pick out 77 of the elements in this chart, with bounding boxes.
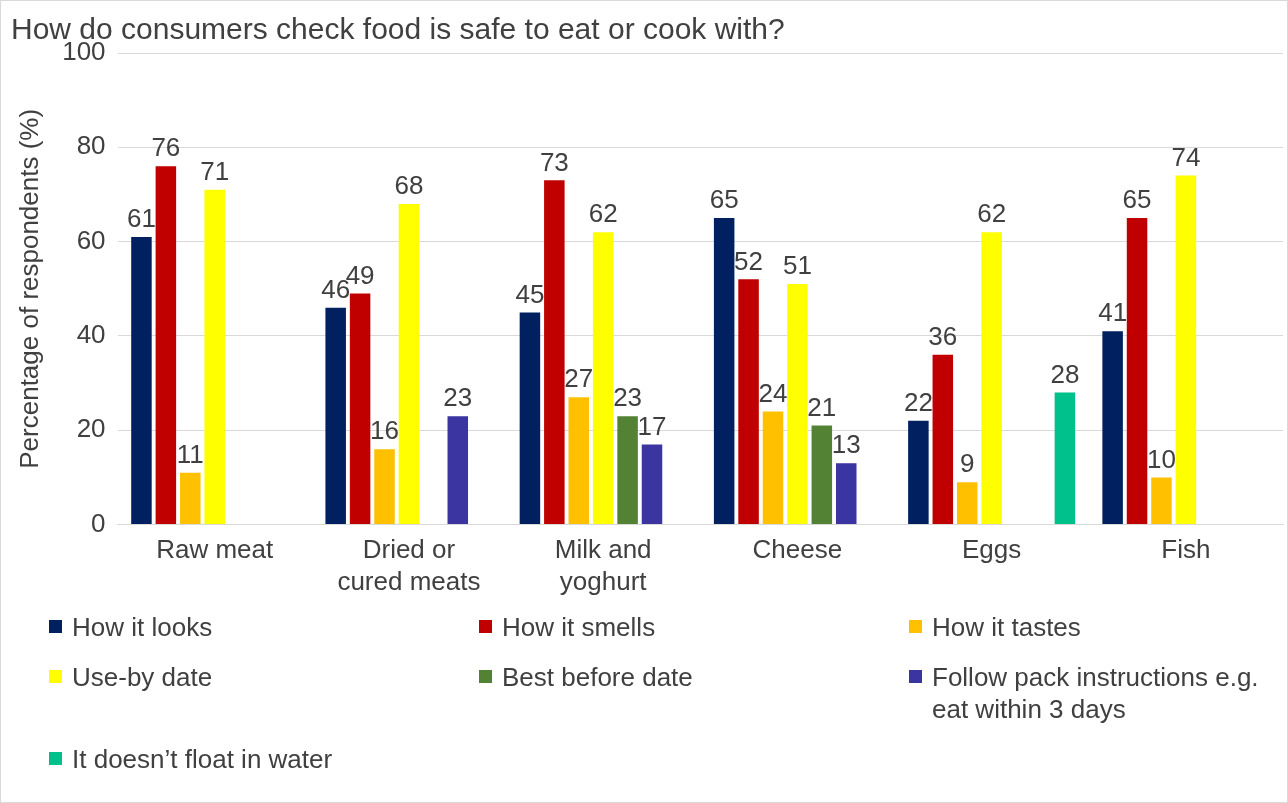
y-tick-label: 80 [76,130,106,161]
x-tick-label: Milk and yoghurt [554,534,652,596]
bar [398,203,420,525]
bar [204,189,225,525]
bar [325,307,346,525]
data-label: 52 [734,245,764,276]
data-label: 27 [564,363,594,394]
data-label: 76 [151,132,181,163]
data-label: 16 [370,415,399,446]
bar [374,449,395,525]
bar [592,232,614,525]
data-label: 11 [176,438,204,469]
data-label: 62 [588,198,618,229]
y-tick-label: 60 [76,224,106,255]
data-label: 36 [928,321,958,351]
bar [131,236,152,525]
x-tick-label: Raw meat [156,534,274,565]
data-label: 41 [1098,297,1128,328]
bar [932,354,954,525]
bar [956,482,978,525]
data-label: 23 [443,382,473,413]
bar [713,218,735,525]
x-tick-label: Eggs [962,534,1022,565]
data-label: 74 [1171,141,1201,172]
bar [762,411,784,525]
data-label: 28 [1050,358,1080,389]
data-label: 24 [758,377,788,408]
bar [1054,392,1076,525]
legend-label: Follow pack instructions e.g. eat within 3 days [932,661,1260,725]
data-label: 17 [637,410,667,441]
bar [568,397,590,525]
x-tick-label: Cheese [752,534,843,565]
legend-label: Use-by date [72,661,213,693]
data-label: 21 [807,391,837,422]
legend-label: How it smells [502,611,656,643]
data-label: 61 [126,203,156,234]
y-tick-label: 40 [76,319,106,350]
bar [738,279,759,525]
bar [981,232,1002,525]
data-label: 10 [1147,443,1176,474]
bar [155,166,177,525]
bar [641,444,663,525]
bar [1175,175,1197,525]
data-label: 68 [394,170,424,201]
bar [1102,331,1123,525]
x-tick-label: Dried or cured meats [337,534,481,596]
y-tick-label: 0 [91,507,106,538]
y-axis-title: Percentage of respondents (%) [13,108,44,469]
data-label: 65 [709,184,739,215]
bar [908,420,929,525]
bar [835,463,857,525]
data-label: 51 [782,250,812,281]
bar [519,312,541,525]
y-tick-label: 20 [76,413,106,444]
data-label: 45 [515,278,545,309]
bar [811,425,833,525]
data-label: 9 [959,448,975,479]
bar [787,284,808,525]
data-label: 22 [903,387,933,418]
data-label: 71 [200,155,230,186]
data-label: 23 [613,382,643,413]
bar [1151,477,1172,525]
x-tick-label: Fish [1161,534,1211,565]
bar [1126,218,1148,525]
data-label: 73 [539,146,569,177]
data-label: 13 [831,429,861,460]
legend-label: It doesn’t float in water [72,743,333,775]
bar [180,472,201,525]
bar [617,416,638,525]
data-label: 62 [977,198,1007,229]
legend-label: How it tastes [932,611,1081,643]
legend-label: How it looks [72,611,213,643]
legend-label: Best before date [502,661,693,693]
data-label: 65 [1122,184,1152,215]
bar [349,293,371,525]
bar [447,416,469,525]
bar [544,180,565,525]
